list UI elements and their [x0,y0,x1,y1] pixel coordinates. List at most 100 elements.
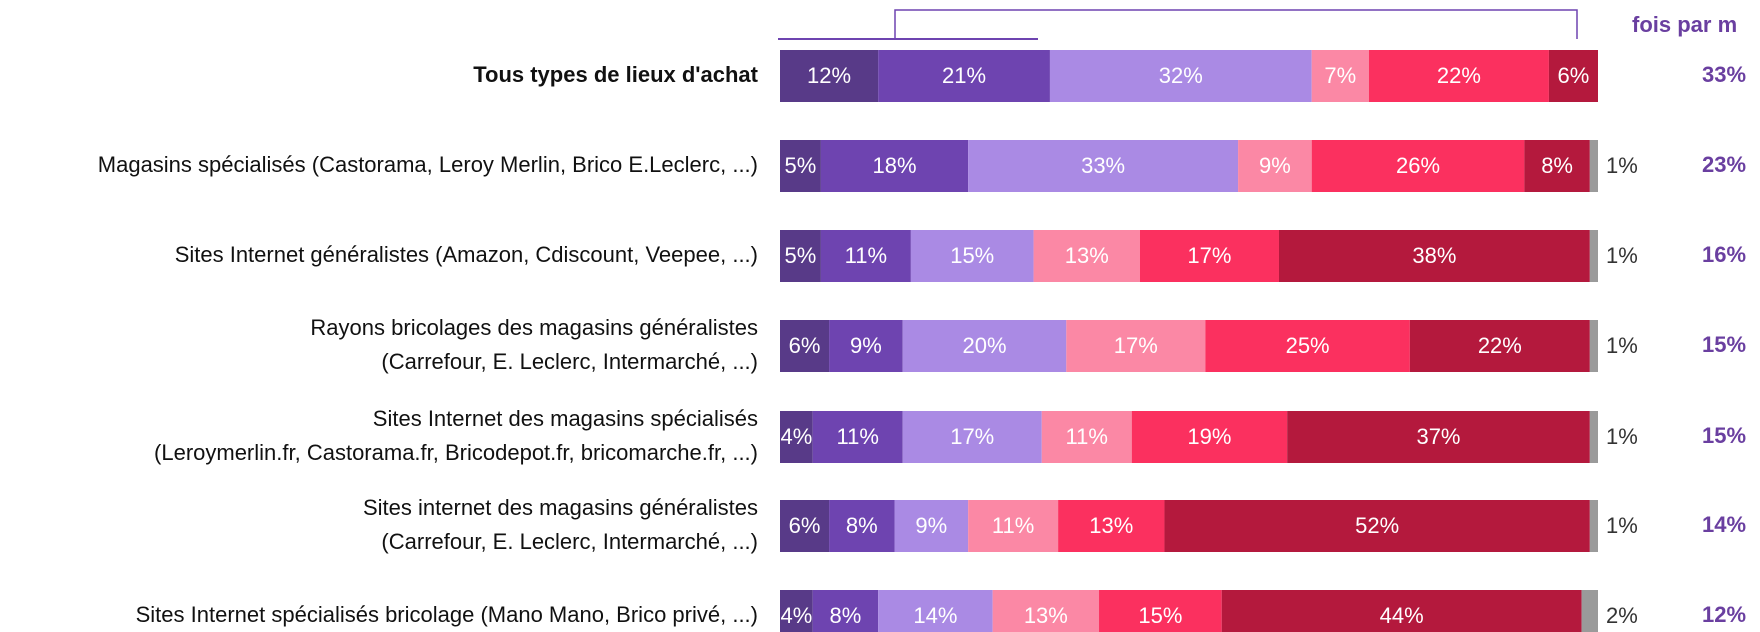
value-label: 1% [1606,153,1638,178]
total-label: 33% [1702,62,1746,87]
bar-segment [968,500,1059,552]
bar-segment [780,590,813,632]
bar-segment [780,500,830,552]
value-label: 15% [950,243,994,268]
total-label: 14% [1702,512,1746,537]
bar-segment [820,140,969,192]
value-label: 4% [780,603,812,628]
value-label: 44% [1380,603,1424,628]
total-label: 15% [1702,423,1746,448]
bar-segment [1164,500,1590,552]
value-label: 21% [942,63,986,88]
category-label: Sites internet des magasins généralistes [363,495,758,520]
bar-segment [780,50,879,102]
bar-segment [780,140,821,192]
bar-segment [812,590,879,632]
value-label: 6% [1558,63,1590,88]
category-label: Sites Internet des magasins spécialisés [373,406,758,431]
bar-segment [1131,411,1288,463]
bar-segment [1589,320,1598,372]
category-label: Rayons bricolages des magasins généralis… [310,315,758,340]
bar-segment [820,230,911,282]
category-label: (Carrefour, E. Leclerc, Intermarché, ...… [381,529,758,554]
bar-segment [894,500,969,552]
bar-segment [780,230,821,282]
bar-segment [1049,50,1312,102]
value-label: 2% [1606,603,1638,628]
total-label: 12% [1702,602,1746,627]
value-label: 8% [1541,153,1573,178]
value-label: 13% [1089,513,1133,538]
value-label: 12% [807,63,851,88]
bar-segment [1524,140,1590,192]
value-label: 33% [1081,153,1125,178]
bar-segment [1033,230,1140,282]
value-label: 18% [872,153,916,178]
value-label: 1% [1606,243,1638,268]
bar-segment [992,590,1100,632]
value-label: 1% [1606,424,1638,449]
category-label: Magasins spécialisés (Castorama, Leroy M… [98,152,758,177]
value-label: 17% [1114,333,1158,358]
bar-segment [1589,411,1598,463]
total-label: 15% [1702,332,1746,357]
value-label: 9% [915,513,947,538]
bar-segment [780,411,813,463]
value-label: 14% [913,603,957,628]
value-label: 19% [1187,424,1231,449]
value-label: 6% [789,333,821,358]
value-label: 17% [1187,243,1231,268]
value-label: 8% [830,603,862,628]
value-label: 5% [785,243,817,268]
bar-segment [829,500,895,552]
bar-segment [1287,411,1590,463]
value-label: 25% [1286,333,1330,358]
bar-segment [1581,590,1598,632]
bar-segment [780,320,830,372]
value-label: 38% [1412,243,1456,268]
bar-segment [1278,230,1590,282]
value-label: 11% [992,513,1034,538]
bar-segment [1311,50,1369,102]
value-label: 11% [845,243,887,268]
bar-segment [1589,140,1598,192]
value-label: 20% [962,333,1006,358]
bar-segment [1368,50,1549,102]
category-label: (Carrefour, E. Leclerc, Intermarché, ...… [381,349,758,374]
bar-segment [1058,500,1165,552]
bar-segment [902,320,1067,372]
value-label: 13% [1024,603,1068,628]
bar-segment [910,230,1034,282]
bar-segment [902,411,1042,463]
bar-segment [1311,140,1525,192]
value-label: 6% [789,513,821,538]
bar-segment [1409,320,1590,372]
total-label: 23% [1702,152,1746,177]
bar-segment [1221,590,1582,632]
bar-segment [1099,590,1222,632]
bar-segment [878,50,1050,102]
bar-segment [968,140,1239,192]
value-label: 7% [1324,63,1356,88]
bar-segment [1205,320,1410,372]
category-label: Tous types de lieux d'achat [473,62,758,87]
category-label: Sites Internet généralistes (Amazon, Cdi… [175,242,758,267]
category-label: (Leroymerlin.fr, Castorama.fr, Bricodepo… [154,440,758,465]
column-header: fois par m [1632,12,1737,37]
bar-segment [1548,50,1598,102]
value-label: 13% [1065,243,1109,268]
value-label: 8% [846,513,878,538]
value-label: 11% [1066,424,1108,449]
value-label: 9% [1259,153,1291,178]
value-label: 15% [1138,603,1182,628]
value-label: 22% [1437,63,1481,88]
value-label: 5% [785,153,817,178]
bar-segment [1238,140,1312,192]
bar-segment [812,411,903,463]
bar-segment [1589,500,1598,552]
value-label: 22% [1478,333,1522,358]
bar-segment [1066,320,1206,372]
value-label: 32% [1159,63,1203,88]
value-label: 1% [1606,513,1638,538]
